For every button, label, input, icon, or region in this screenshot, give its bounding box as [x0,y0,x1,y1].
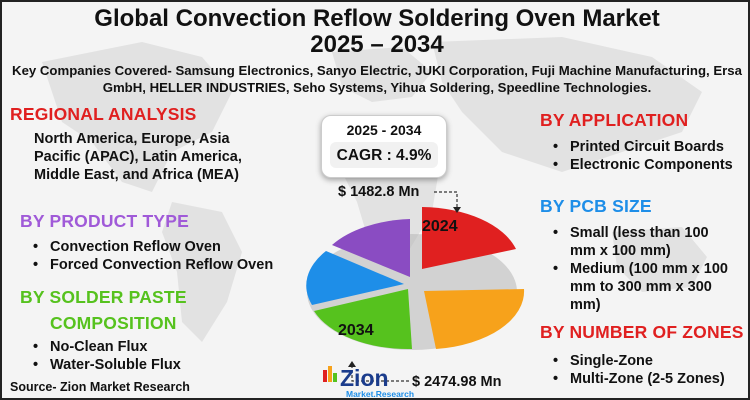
source-text: Source- Zion Market Research [10,380,190,394]
cagr-box: 2025 - 2034 CAGR : 4.9% [321,115,447,178]
key-companies-text: Key Companies Covered- Samsung Electroni… [12,63,742,95]
svg-text:Zion: Zion [340,365,389,391]
list-item: No-Clean Flux [30,338,181,356]
market-pie-chart: 2024 2034 [306,207,525,350]
regional-analysis-heading: REGIONAL ANALYSIS [10,104,197,124]
list-item: Medium (100 mm x 100 mm to 300 mm x 300 … [550,260,735,314]
list-item: Small (less than 100 mm x 100 mm) [550,224,735,260]
zones-heading: BY NUMBER OF ZONES [540,322,744,342]
product-type-list: Convection Reflow Oven Forced Convection… [30,238,273,274]
zones-list: Single-Zone Multi-Zone (2-5 Zones) [550,352,725,388]
pcb-size-list: Small (less than 100 mm x 100 mm) Medium… [550,224,735,314]
list-item: Water-Soluble Flux [30,356,181,374]
pie-slice-blue [306,251,404,305]
year-2034-label: 2034 [338,322,374,339]
pie-slice-orange [424,289,525,349]
value-2034-label: $ 2474.98 Mn [412,374,502,390]
solder-paste-heading-line2: COMPOSITION [50,313,177,333]
pcb-size-heading: BY PCB SIZE [540,196,652,216]
solder-paste-heading-line1: BY SOLDER PASTE [20,287,187,307]
zion-logo: Zion Market.Research [323,365,414,399]
list-item: Multi-Zone (2-5 Zones) [550,370,725,388]
list-item: Single-Zone [550,352,725,370]
product-type-heading: BY PRODUCT TYPE [20,211,189,231]
cagr-value: CAGR : 4.9% [330,142,438,168]
application-heading: BY APPLICATION [540,110,689,130]
cagr-years: 2025 - 2034 [346,122,422,138]
list-item: Convection Reflow Oven [30,238,273,256]
solder-paste-list: No-Clean Flux Water-Soluble Flux [30,338,181,374]
pie-slice-red [422,207,516,269]
list-item: Printed Circuit Boards [550,138,733,156]
page-title-line2: 2025 – 2034 [310,31,444,58]
pie-slice-green [314,289,412,350]
pie-slice-purple [332,219,410,277]
application-list: Printed Circuit Boards Electronic Compon… [550,138,733,174]
svg-text:Market.Research: Market.Research [346,389,414,399]
page-title-line1: Global Convection Reflow Soldering Oven … [94,5,660,32]
list-item: Electronic Components [550,156,733,174]
year-2024-label: 2024 [422,218,458,235]
value-2024-label: $ 1482.8 Mn [338,184,420,200]
regional-analysis-text: North America, Europe, Asia Pacific (APA… [34,131,242,183]
list-item: Forced Convection Reflow Oven [30,256,273,274]
